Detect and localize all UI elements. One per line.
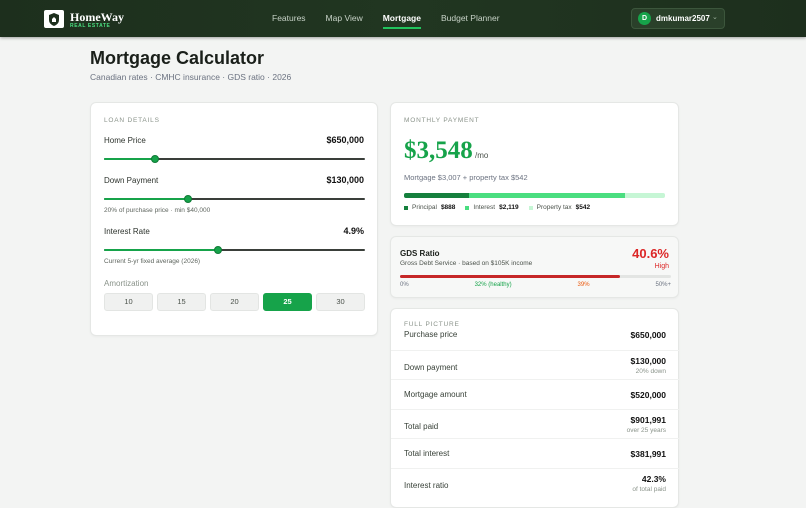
gds-subtitle: Gross Debt Service · based on $105K inco… — [400, 260, 533, 267]
legend-swatch — [528, 205, 533, 210]
legend-name: Property tax — [536, 204, 572, 211]
field-label: Home Price — [104, 136, 146, 145]
row-value: $901,991 — [630, 414, 666, 425]
navbar: HomeWay REAL ESTATE Features Map View Mort… — [0, 0, 806, 37]
page-subtitle: Canadian rates · CMHC insurance · GDS ra… — [90, 72, 292, 82]
field-label: Interest Rate — [104, 227, 150, 236]
slider-track[interactable] — [104, 158, 365, 160]
slider-track[interactable] — [104, 249, 365, 251]
nav-link[interactable]: Map View — [325, 13, 363, 23]
monthly-amount: $3,548 — [404, 137, 473, 164]
nav-link[interactable]: Budget Planner — [440, 13, 500, 23]
amortization-option[interactable]: 15 — [157, 293, 206, 311]
summary-row: Total interest $381,991 — [391, 438, 679, 469]
slider-thumb[interactable] — [213, 246, 222, 254]
gds-scale-label: 39% — [577, 282, 590, 288]
gds-title: GDS Ratio — [400, 249, 440, 258]
legend-value: $542 — [575, 204, 591, 211]
breakdown-segment — [404, 193, 470, 198]
page-title: Mortgage Calculator — [90, 48, 265, 68]
amortization-option[interactable]: 30 — [316, 293, 365, 311]
gds-scale-label: 50%+ — [655, 282, 671, 288]
row-value: $650,000 — [630, 330, 666, 340]
row-value: 42.3% — [641, 474, 666, 484]
amortization-label: Amortization — [104, 279, 149, 288]
summary-row: Mortgage amount $520,000 — [391, 379, 679, 410]
loan-card: LOAN DETAILS Home Price $650,000 Down Paym… — [90, 102, 378, 336]
breakdown-segment — [625, 193, 665, 198]
legend-item: Principal $888 — [404, 204, 455, 211]
legend-name: Principal — [412, 204, 437, 211]
row-note: of total paid — [632, 486, 666, 493]
amortization-option[interactable]: 20 — [210, 293, 259, 311]
nav-link[interactable]: Features — [272, 13, 306, 23]
field-value: $650,000 — [326, 135, 364, 145]
gds-scale: 0% 32% (healthy) 39% 50%+ — [400, 282, 671, 288]
slider-track[interactable] — [104, 198, 365, 200]
summary-row: Purchase price $650,000 — [391, 320, 679, 350]
slider-fill — [104, 158, 155, 160]
breakdown-bar — [404, 193, 665, 198]
field-note: Current 5-yr fixed average (2026) — [104, 258, 201, 265]
summary-row: Down payment $130,000 20% down — [391, 349, 679, 381]
legend-swatch — [404, 205, 408, 210]
amount-unit: /mo — [475, 151, 489, 160]
legend-item: Property tax $542 — [528, 204, 591, 211]
gds-scale-label: 32% (healthy) — [474, 282, 512, 288]
nav-link[interactable]: Mortgage — [382, 13, 422, 29]
row-value: $381,991 — [630, 449, 666, 460]
row-label: Total interest — [404, 449, 450, 459]
gds-fill — [400, 275, 621, 278]
user-menu[interactable]: D dmkumar2507 ⌄ — [631, 8, 725, 29]
payment-detail: Mortgage $3,007 + property tax $542 — [404, 173, 528, 182]
brand[interactable]: HomeWay — [70, 10, 124, 24]
summary-row: Total paid $901,991 over 25 years — [391, 408, 679, 440]
row-label: Down payment — [404, 362, 458, 372]
slider-thumb[interactable] — [183, 195, 192, 203]
slider-fill — [104, 198, 188, 200]
summary-row: Interest ratio 42.3% of total paid — [391, 468, 679, 499]
nav-links: Features Map View Mortgage Budget Planner — [262, 13, 510, 29]
slider-fill — [104, 249, 218, 251]
section-heading: FULL PICTURE — [404, 321, 460, 328]
gds-card: GDS Ratio Gross Debt Service · based on … — [390, 236, 679, 298]
row-label: Purchase price — [404, 330, 458, 339]
tagline: REAL ESTATE — [70, 23, 111, 29]
gds-scale-label: 0% — [400, 282, 409, 288]
avatar: D — [638, 12, 651, 25]
logo-icon — [49, 13, 59, 26]
gds-value: 40.6% — [632, 246, 669, 261]
section-heading: MONTHLY PAYMENT — [404, 117, 480, 124]
field-value: $130,000 — [326, 175, 364, 185]
slider-thumb[interactable] — [150, 155, 159, 163]
payment-card: MONTHLY PAYMENT — [390, 102, 679, 226]
legend-swatch — [465, 205, 470, 210]
legend-value: $2,119 — [499, 204, 519, 211]
breakdown-legend: Principal $888 Interest $2,119 Property tax $… — [404, 204, 590, 211]
row-value: $130,000 — [630, 355, 666, 366]
row-label: Mortgage amount — [404, 390, 467, 400]
chevron: ⌄ — [712, 14, 718, 21]
row-value: $520,000 — [630, 390, 666, 401]
section-heading: LOAN DETAILS — [104, 117, 160, 124]
field-note: 20% of purchase price · min $40,000 — [104, 207, 211, 214]
row-label: Interest ratio — [404, 481, 449, 490]
amortization-option[interactable]: 10 — [104, 293, 153, 311]
gds-status: High — [654, 263, 669, 270]
legend-name: Interest — [473, 204, 496, 211]
amortization-option[interactable]: 25 — [263, 293, 312, 311]
logo[interactable] — [44, 10, 64, 28]
row-label: Total paid — [404, 421, 439, 431]
row-note: over 25 years — [626, 426, 666, 434]
legend-item: Interest $2,119 — [465, 204, 519, 211]
username: dmkumar2507 — [656, 14, 710, 23]
breakdown-segment — [469, 193, 626, 198]
gds-track — [400, 275, 671, 278]
row-note: 20% down — [635, 367, 666, 375]
field-label: Down Payment — [104, 176, 159, 185]
legend-value: $888 — [440, 204, 456, 211]
field-value: 4.9% — [343, 226, 364, 236]
